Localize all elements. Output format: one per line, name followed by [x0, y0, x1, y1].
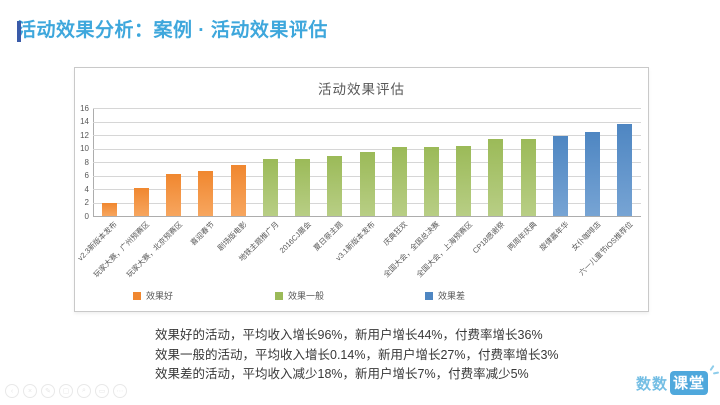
x-tick-label: 2016CJ展会: [277, 219, 313, 255]
bar: [617, 123, 633, 216]
bar: [585, 132, 601, 216]
chart-title: 活动效果评估: [318, 82, 405, 97]
y-tick-label: 12: [80, 130, 89, 140]
sparkle-decoration: [709, 364, 715, 372]
bar: [520, 139, 536, 216]
bar: [488, 139, 504, 216]
bar: [101, 203, 117, 216]
summary-line-bad: 效果差的活动，平均收入减少18%，新用户增长7%，付费率减少5%: [155, 367, 529, 381]
y-tick-label: 8: [84, 157, 89, 167]
sparkle-decoration: [712, 371, 720, 375]
chart-legend: 效果好 效果一般 效果差: [75, 289, 648, 305]
legend-chip-bad: [425, 291, 433, 300]
legend-item-bad: 效果差: [425, 289, 465, 302]
bar: [552, 136, 568, 216]
legend-label-bad: 效果差: [438, 291, 466, 301]
summary-line-average: 效果一般的活动，平均收入增长0.14%，新用户增长27%，付费率增长3%: [155, 347, 559, 362]
x-axis-labels: v2.3新版本发布 玩家大赛，广州预赛区 玩家大赛，北京预赛区 喜迎春节 剧场版电影 地铁…: [76, 219, 641, 299]
legend-label-average: 效果一般: [288, 291, 325, 301]
bar: [391, 147, 407, 216]
camera-icon: ▢: [59, 384, 73, 398]
close-icon: ×: [23, 384, 37, 398]
bar: [166, 174, 182, 216]
more-icon: ⋯: [113, 384, 127, 398]
bar: [456, 145, 472, 216]
title-accent-bar: [17, 21, 21, 42]
x-tick-label: 旋律嘉年华: [537, 219, 571, 253]
slide-title: 活动效果分析：案例 · 活动效果评估: [17, 15, 328, 42]
magnifier-icon: ⌕: [77, 384, 91, 398]
x-tick-label: 喜迎春节: [188, 219, 216, 248]
x-tick-label: 全国大会，全国总决赛: [382, 219, 442, 280]
logo-badge-ketang: 课堂: [669, 364, 720, 395]
legend-item-good: 效果好: [133, 289, 173, 302]
gridline: [93, 135, 641, 136]
bar: [133, 187, 149, 216]
legend-chip-average: [275, 291, 283, 300]
shushu-ketang-logo: 数数 课堂: [635, 364, 720, 395]
x-tick-label: 庆典狂欢: [381, 219, 410, 248]
bar: [327, 155, 343, 216]
bar: [262, 158, 278, 216]
logo-text-shushu: 数数: [635, 375, 668, 393]
y-tick-label: 6: [84, 171, 89, 180]
summary-line-good: 效果好的活动，平均收入增长96%，新用户增长44%，付费率增长36%: [155, 328, 543, 342]
y-tick-label: 2: [84, 198, 89, 207]
frame-icon: ▭: [95, 384, 109, 398]
chart-plot-area: 0 2 4 6 8 10 12 14 16: [80, 104, 641, 221]
gridline: [93, 108, 641, 109]
legend-label-good: 效果好: [146, 291, 174, 301]
back-icon: ‹: [5, 384, 19, 398]
activity-effect-chart: 活动效果评估 0 2 4 6 8 10 12 14 16 v2.3新版本发布 玩家大赛，广州预赛区…: [74, 67, 649, 312]
y-tick-label: 16: [80, 103, 89, 113]
bar: [359, 151, 375, 216]
watermark-controls: ‹ × ✎ ▢ ⌕ ▭ ⋯: [5, 384, 127, 398]
bar: [295, 158, 311, 216]
gridline: [93, 121, 641, 123]
y-tick-label: 10: [80, 144, 89, 153]
x-tick-label: 全国大会，上海预赛区: [414, 219, 474, 280]
y-tick-label: 0: [84, 211, 89, 221]
summary-text-block: 效果好的活动，平均收入增长96%，新用户增长44%，付费率增长36% 效果一般的…: [155, 326, 559, 385]
gridline: [93, 148, 641, 150]
x-tick-label: 玩家大赛，北京预赛区: [124, 219, 184, 280]
x-tick-label: CP18感谢祭: [470, 219, 507, 256]
logo-text-ketang: 课堂: [672, 375, 705, 392]
gridline: [93, 216, 641, 217]
x-tick-label: 玩家大赛，广州预赛区: [92, 219, 152, 280]
x-tick-label: 两周年庆典: [505, 219, 539, 253]
y-tick-label: 4: [84, 184, 89, 194]
legend-item-average: 效果一般: [275, 289, 324, 302]
bar: [198, 171, 214, 216]
bar: [423, 147, 439, 216]
bar: [230, 164, 246, 216]
legend-chip-good: [133, 291, 141, 300]
pencil-icon: ✎: [41, 384, 55, 398]
slide-title-text: 活动效果分析：案例 · 活动效果评估: [17, 20, 328, 41]
y-tick-label: 14: [80, 117, 89, 126]
